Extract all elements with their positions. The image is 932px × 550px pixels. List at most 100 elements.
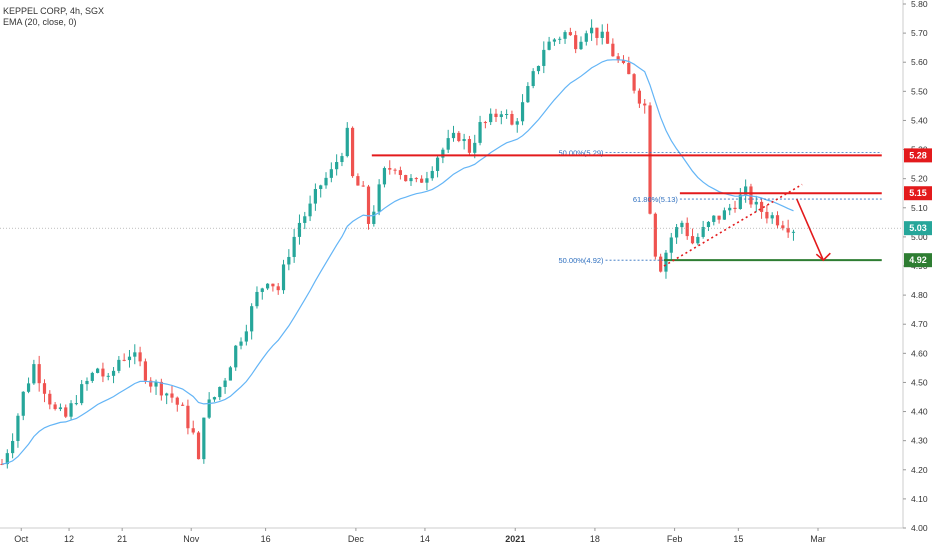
candle bbox=[536, 65, 541, 75]
fib-label: 50.00%(5.29) bbox=[559, 148, 605, 157]
projection-arrow[interactable] bbox=[796, 198, 825, 261]
candle bbox=[701, 220, 705, 239]
candle bbox=[133, 344, 137, 365]
candle bbox=[255, 286, 259, 309]
candle bbox=[159, 378, 163, 401]
candle bbox=[728, 203, 732, 216]
candle bbox=[58, 403, 63, 412]
candle bbox=[605, 23, 610, 44]
candle bbox=[377, 179, 381, 216]
candle bbox=[552, 38, 557, 46]
candle bbox=[64, 404, 68, 419]
candle bbox=[781, 220, 785, 231]
candle bbox=[212, 396, 217, 402]
candle bbox=[505, 109, 509, 119]
candle bbox=[26, 377, 31, 394]
candle bbox=[584, 30, 588, 46]
candle bbox=[457, 131, 461, 143]
candle bbox=[611, 38, 615, 57]
candle bbox=[616, 53, 620, 63]
candle bbox=[90, 371, 94, 383]
y-tick-label: 4.70 bbox=[911, 319, 928, 329]
candle bbox=[117, 356, 121, 374]
candle bbox=[366, 184, 371, 230]
candle bbox=[547, 36, 551, 51]
resistance-badge: 5.15 bbox=[904, 186, 932, 201]
candle bbox=[340, 152, 344, 167]
candle bbox=[181, 402, 185, 407]
candle bbox=[42, 379, 47, 403]
candle bbox=[292, 228, 296, 263]
candle bbox=[680, 220, 684, 234]
candle bbox=[297, 214, 302, 245]
resistance-badge: 5.28 bbox=[904, 148, 932, 163]
y-tick-label: 5.80 bbox=[911, 0, 928, 9]
fib-label: 50.00%(4.92) bbox=[559, 256, 605, 265]
candle bbox=[319, 184, 323, 198]
candle bbox=[414, 177, 418, 183]
candle bbox=[37, 355, 41, 392]
candle bbox=[420, 175, 424, 183]
candle bbox=[600, 24, 604, 45]
trendline[interactable] bbox=[663, 183, 803, 267]
candle bbox=[350, 126, 355, 178]
candle bbox=[207, 392, 211, 419]
candle bbox=[276, 283, 280, 295]
candle bbox=[244, 324, 248, 346]
candle bbox=[106, 372, 110, 381]
x-tick-label: 2021 bbox=[505, 534, 525, 544]
candle bbox=[754, 195, 758, 213]
candle bbox=[595, 27, 599, 46]
candle bbox=[643, 98, 647, 114]
x-tick-label: 15 bbox=[733, 534, 743, 544]
candle bbox=[356, 173, 360, 186]
candle bbox=[653, 212, 657, 260]
candle bbox=[329, 162, 333, 183]
candle bbox=[393, 168, 397, 175]
candle bbox=[510, 110, 514, 126]
candle bbox=[228, 365, 233, 381]
price-axis: 5.805.705.605.505.405.305.205.105.004.90… bbox=[902, 0, 928, 533]
candle bbox=[568, 27, 572, 36]
candle bbox=[791, 229, 796, 241]
candle bbox=[382, 166, 387, 188]
candle bbox=[483, 120, 487, 129]
candle bbox=[122, 353, 126, 362]
candle bbox=[712, 215, 716, 226]
candle bbox=[138, 346, 142, 367]
candle bbox=[361, 181, 365, 187]
candle bbox=[80, 380, 84, 406]
candle bbox=[733, 200, 737, 213]
x-tick-label: Feb bbox=[667, 534, 683, 544]
candle bbox=[674, 223, 679, 244]
ema-line bbox=[1, 59, 794, 465]
candle bbox=[563, 30, 567, 44]
candle bbox=[239, 337, 243, 350]
candle bbox=[648, 102, 652, 215]
candle bbox=[627, 56, 631, 75]
y-tick-label: 5.40 bbox=[911, 115, 928, 125]
candle bbox=[706, 221, 711, 231]
candle bbox=[260, 287, 264, 300]
candle bbox=[398, 166, 402, 180]
candle bbox=[685, 217, 689, 240]
candle bbox=[313, 183, 317, 211]
candle bbox=[473, 134, 477, 159]
candle bbox=[467, 135, 472, 156]
svg-text:4.92: 4.92 bbox=[909, 255, 927, 265]
time-axis: Oct 12 21 Nov 16 Dec 14 2021 18 Feb 15 Mar bbox=[0, 527, 903, 544]
candle bbox=[21, 391, 25, 421]
candle bbox=[48, 390, 52, 410]
x-tick-label: Oct bbox=[14, 534, 29, 544]
candle bbox=[435, 155, 440, 178]
candle bbox=[759, 198, 764, 219]
candle bbox=[165, 392, 169, 405]
candle bbox=[590, 19, 594, 41]
x-tick-label: Nov bbox=[183, 534, 200, 544]
x-tick-label: 16 bbox=[261, 534, 271, 544]
candle bbox=[234, 344, 238, 371]
y-tick-label: 5.10 bbox=[911, 203, 928, 213]
price-badges: 5.28 5.15 4.92 5.03 bbox=[904, 148, 932, 268]
candle bbox=[69, 400, 73, 420]
